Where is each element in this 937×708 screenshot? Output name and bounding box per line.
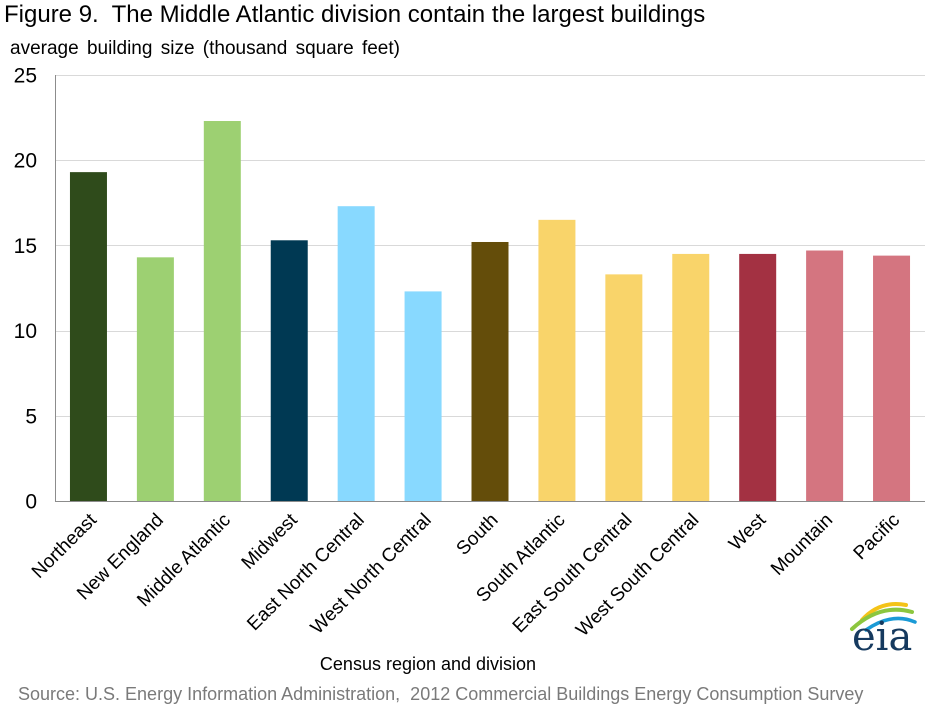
bar-middle-atlantic <box>203 121 241 502</box>
y-axis-label: average building size (thousand square f… <box>10 38 400 59</box>
bar-northeast <box>69 172 107 502</box>
x-tick-label-west-south-central: West South Central <box>572 510 703 641</box>
bar-midwest <box>270 240 308 501</box>
bar-south <box>471 241 509 501</box>
y-tick-label-5: 5 <box>25 405 37 428</box>
x-tick-label-mountain: Mountain <box>767 510 837 580</box>
logo-arc-green-icon <box>850 607 914 631</box>
bar-west <box>739 253 777 501</box>
source-note: Source: U.S. Energy Information Administ… <box>18 684 863 704</box>
bar-west-south-central <box>672 253 710 501</box>
x-tick-label-pacific: Pacific <box>850 510 904 564</box>
eia-logo: eia <box>850 602 917 660</box>
x-tick-label-east-north-central: East North Central <box>243 510 368 635</box>
logo-text: eia <box>852 614 912 660</box>
chart-title: Figure 9. The Middle Atlantic division c… <box>4 1 705 28</box>
bar-west-north-central <box>404 291 442 501</box>
y-tick-label-0: 0 <box>25 491 37 514</box>
x-tick-label-midwest: Midwest <box>238 509 303 574</box>
y-tick-label-15: 15 <box>14 235 37 258</box>
bars <box>69 121 911 502</box>
y-tick-label-25: 25 <box>14 65 37 88</box>
y-tick-label-10: 10 <box>14 320 37 343</box>
x-tick-label-west-north-central: West North Central <box>307 510 436 639</box>
y-tick-labels: 0 5 10 15 20 25 <box>14 65 37 514</box>
bar-mountain <box>806 250 844 501</box>
y-tick-label-20: 20 <box>14 150 37 173</box>
bar-south-atlantic <box>538 219 576 501</box>
x-axis-label: Census region and division <box>320 654 536 674</box>
bar-pacific <box>873 255 911 501</box>
x-tick-label-west: West <box>725 509 771 555</box>
x-tick-label-south: South <box>453 510 503 560</box>
logo-arc-blue-icon <box>864 616 917 632</box>
bar-east-south-central <box>605 274 643 501</box>
bar-east-north-central <box>337 206 375 501</box>
x-tick-label-east-south-central: East South Central <box>509 510 637 638</box>
bar-new-england <box>136 257 174 501</box>
